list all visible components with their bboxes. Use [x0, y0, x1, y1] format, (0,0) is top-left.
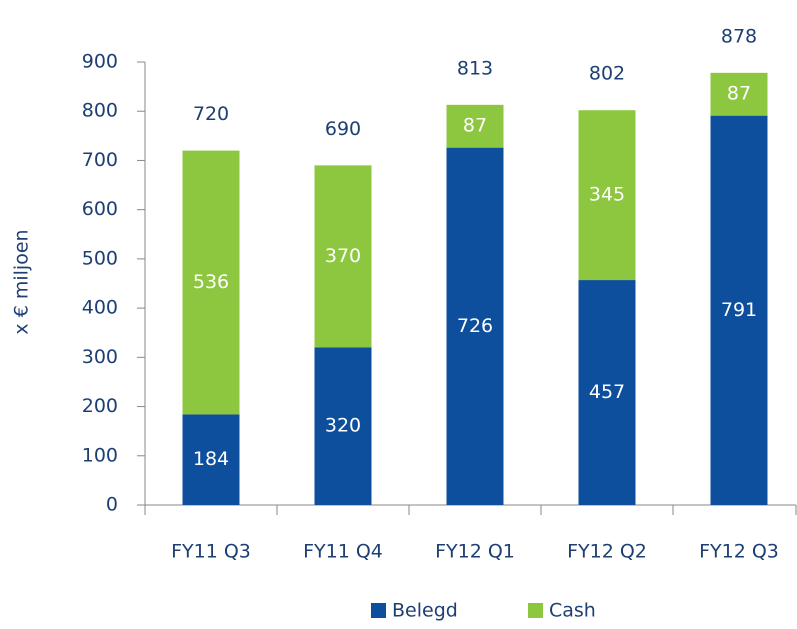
x-tick-label: FY11 Q4: [303, 541, 383, 563]
legend-swatch: [371, 603, 386, 618]
bar-segment: [446, 104, 504, 148]
legend-label: Belegd: [392, 600, 458, 622]
data-label: 457: [589, 381, 625, 403]
data-label: 791: [721, 299, 757, 321]
y-tick-label: 400: [82, 297, 118, 319]
y-tick-label: 800: [82, 100, 118, 122]
legend-swatch: [528, 603, 543, 618]
y-tick-label: 0: [106, 494, 118, 516]
bar-segment: [446, 147, 504, 505]
x-tick-label: FY12 Q3: [699, 541, 779, 563]
y-tick-label: 100: [82, 444, 118, 466]
bar-segment: [314, 347, 372, 505]
total-label: 720: [193, 103, 229, 125]
data-label: 87: [463, 115, 487, 137]
data-label: 87: [727, 83, 751, 105]
x-tick-label: FY12 Q1: [435, 541, 515, 563]
data-label: 536: [193, 271, 229, 293]
bar-segment: [710, 115, 768, 505]
y-tick-label: 700: [82, 149, 118, 171]
x-tick-label: FY11 Q3: [171, 541, 251, 563]
data-label: 184: [193, 448, 229, 470]
bar-segment: [710, 72, 768, 116]
y-tick-label: 900: [82, 51, 118, 73]
total-label: 813: [457, 57, 493, 79]
y-tick-label: 600: [82, 198, 118, 220]
legend-label: Cash: [549, 600, 596, 622]
data-label: 370: [325, 245, 361, 267]
total-label: 690: [325, 118, 361, 140]
data-label: 320: [325, 415, 361, 437]
data-label: 726: [457, 315, 493, 337]
bar-segment: [182, 150, 240, 415]
y-tick-label: 200: [82, 395, 118, 417]
bar-segment: [578, 280, 636, 505]
bar-segment: [314, 165, 372, 348]
y-tick-label: 300: [82, 346, 118, 368]
y-tick-label: 500: [82, 247, 118, 269]
y-axis-label: x € miljoen: [11, 229, 33, 334]
total-label: 878: [721, 25, 757, 47]
bar-segment: [578, 110, 636, 281]
bar-segment: [182, 414, 240, 505]
total-label: 802: [589, 63, 625, 85]
x-tick-label: FY12 Q2: [567, 541, 647, 563]
data-label: 345: [589, 184, 625, 206]
